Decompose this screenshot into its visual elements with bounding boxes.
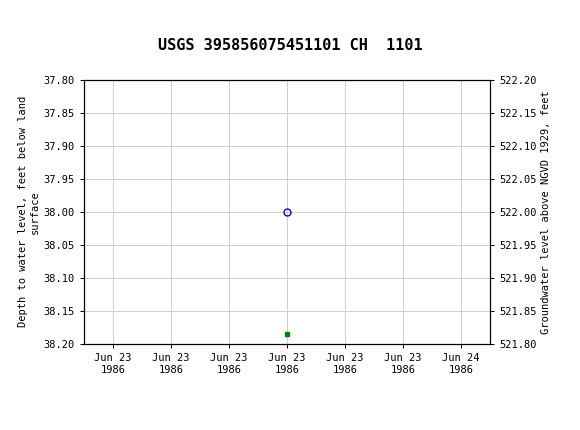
Text: USGS 395856075451101 CH  1101: USGS 395856075451101 CH 1101 (158, 38, 422, 52)
Y-axis label: Depth to water level, feet below land
surface: Depth to water level, feet below land su… (18, 96, 39, 327)
Text: USGS: USGS (37, 9, 84, 24)
Y-axis label: Groundwater level above NGVD 1929, feet: Groundwater level above NGVD 1929, feet (541, 90, 551, 334)
